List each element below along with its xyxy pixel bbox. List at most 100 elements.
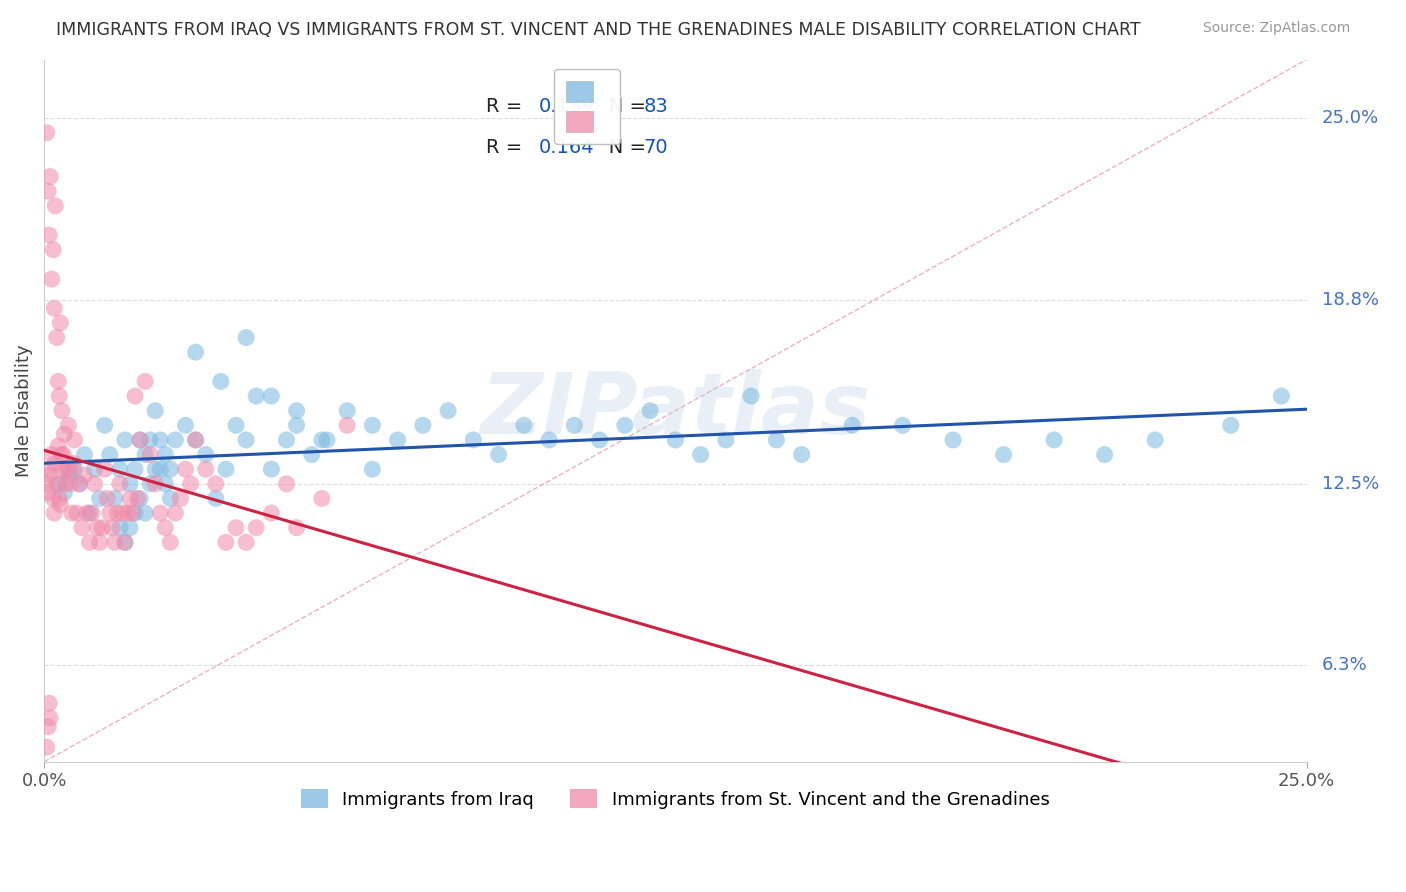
Point — [184, 433, 207, 447]
Point — [336, 418, 359, 433]
Point — [204, 476, 226, 491]
Point — [80, 506, 103, 520]
Point — [98, 506, 121, 520]
Point — [118, 491, 141, 506]
Point — [129, 433, 152, 447]
Point — [159, 535, 181, 549]
Point — [149, 506, 172, 520]
Point — [134, 506, 156, 520]
Text: R =: R = — [486, 138, 529, 157]
Point — [39, 468, 62, 483]
Point — [51, 403, 73, 417]
Point — [98, 448, 121, 462]
Point — [124, 462, 146, 476]
Point — [59, 476, 82, 491]
Point — [1043, 433, 1066, 447]
Text: 25.0%: 25.0% — [1322, 109, 1379, 128]
Point — [215, 535, 238, 549]
Point — [215, 462, 238, 476]
Point — [689, 448, 711, 462]
Text: N =: N = — [589, 138, 652, 157]
Point — [73, 468, 96, 483]
Point — [134, 448, 156, 462]
Point — [311, 491, 333, 506]
Point — [260, 389, 283, 403]
Point — [285, 521, 308, 535]
Point — [101, 521, 124, 535]
Point — [45, 330, 67, 344]
Point — [86, 521, 108, 535]
Point — [143, 476, 166, 491]
Point — [143, 403, 166, 417]
Point — [56, 462, 79, 476]
Point — [513, 418, 536, 433]
Point — [437, 403, 460, 417]
Point — [740, 389, 762, 403]
Point — [118, 521, 141, 535]
Point — [664, 433, 686, 447]
Point — [638, 403, 661, 417]
Point — [159, 491, 181, 506]
Text: R =: R = — [486, 97, 529, 116]
Point — [91, 521, 114, 535]
Point — [93, 462, 115, 476]
Point — [260, 462, 283, 476]
Point — [52, 462, 75, 476]
Point — [588, 433, 610, 447]
Point — [184, 433, 207, 447]
Point — [129, 433, 152, 447]
Point — [58, 462, 80, 476]
Point — [35, 740, 58, 755]
Point — [139, 433, 162, 447]
Point — [53, 476, 76, 491]
Point — [45, 476, 67, 491]
Point — [276, 433, 298, 447]
Text: ZIPatlas: ZIPatlas — [481, 369, 870, 452]
Point — [180, 476, 202, 491]
Point — [124, 389, 146, 403]
Point — [174, 462, 197, 476]
Point — [46, 439, 69, 453]
Y-axis label: Male Disability: Male Disability — [15, 344, 32, 477]
Point — [42, 491, 65, 506]
Point — [159, 462, 181, 476]
Point — [245, 521, 267, 535]
Point — [73, 448, 96, 462]
Point — [117, 506, 139, 520]
Point — [564, 418, 586, 433]
Point — [66, 506, 89, 520]
Point — [104, 535, 127, 549]
Legend: Immigrants from Iraq, Immigrants from St. Vincent and the Grenadines: Immigrants from Iraq, Immigrants from St… — [294, 782, 1057, 816]
Point — [49, 316, 72, 330]
Point — [714, 433, 737, 447]
Point — [235, 535, 257, 549]
Point — [121, 506, 143, 520]
Point — [139, 448, 162, 462]
Text: 0.139: 0.139 — [538, 97, 595, 116]
Point — [83, 462, 105, 476]
Point — [49, 497, 72, 511]
Point — [62, 456, 84, 470]
Point — [336, 403, 359, 417]
Point — [1094, 448, 1116, 462]
Point — [69, 476, 91, 491]
Point — [260, 506, 283, 520]
Point — [245, 389, 267, 403]
Point — [104, 491, 127, 506]
Point — [993, 448, 1015, 462]
Text: 70: 70 — [644, 138, 668, 157]
Point — [463, 433, 485, 447]
Point — [37, 720, 59, 734]
Point — [155, 521, 177, 535]
Point — [311, 433, 333, 447]
Point — [52, 448, 75, 462]
Point — [225, 418, 247, 433]
Text: N =: N = — [589, 97, 652, 116]
Point — [538, 433, 561, 447]
Point — [114, 433, 136, 447]
Point — [387, 433, 409, 447]
Point — [225, 521, 247, 535]
Point — [127, 491, 149, 506]
Point — [58, 468, 80, 483]
Point — [412, 418, 434, 433]
